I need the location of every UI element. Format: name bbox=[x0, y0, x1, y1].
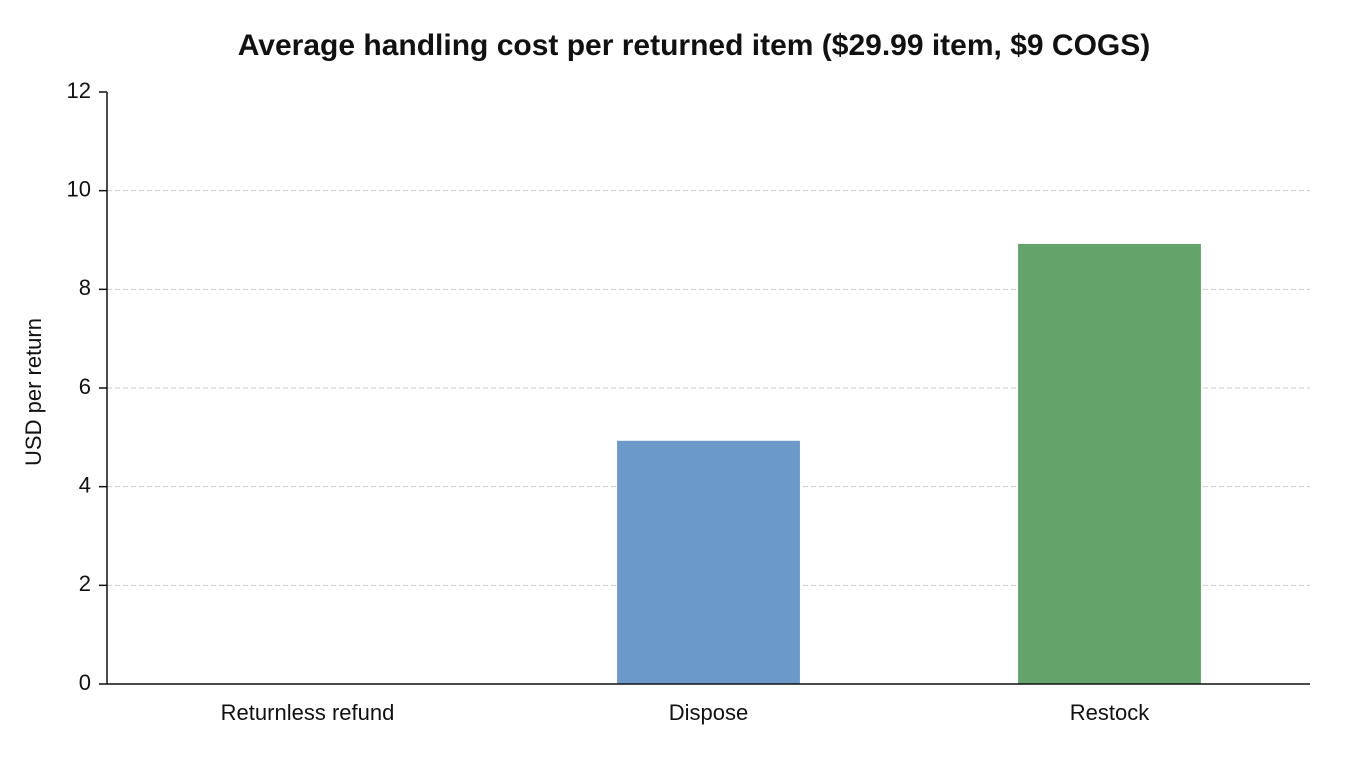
y-tick-label: 12 bbox=[67, 78, 91, 103]
bar bbox=[617, 440, 800, 684]
y-axis-label: USD per return bbox=[21, 318, 46, 466]
y-tick-label: 8 bbox=[79, 275, 91, 300]
y-tick-label: 4 bbox=[79, 472, 91, 497]
bar bbox=[1018, 243, 1201, 685]
y-tick-label: 2 bbox=[79, 571, 91, 596]
x-tick-label: Restock bbox=[1070, 700, 1150, 725]
x-tick-label: Dispose bbox=[669, 700, 748, 725]
x-tick-label: Returnless refund bbox=[221, 700, 395, 725]
chart-title: Average handling cost per returned item … bbox=[238, 29, 1151, 62]
y-tick-label: 0 bbox=[79, 670, 91, 695]
y-tick-label: 10 bbox=[67, 176, 91, 201]
y-tick-label: 6 bbox=[79, 374, 91, 399]
